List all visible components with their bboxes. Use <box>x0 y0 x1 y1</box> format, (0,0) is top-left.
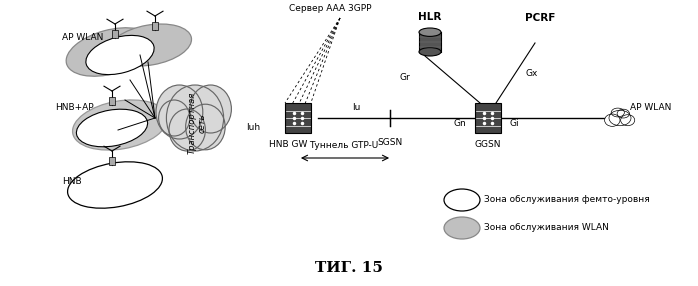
Ellipse shape <box>444 189 480 211</box>
Text: ΤИГ. 15: ΤИГ. 15 <box>315 261 383 275</box>
Text: Iuh: Iuh <box>246 124 260 132</box>
Ellipse shape <box>190 85 232 133</box>
Ellipse shape <box>68 162 163 208</box>
FancyBboxPatch shape <box>285 103 311 133</box>
Text: Gi: Gi <box>510 118 519 128</box>
Text: PCRF: PCRF <box>525 13 555 23</box>
FancyBboxPatch shape <box>109 97 115 105</box>
Ellipse shape <box>186 104 225 150</box>
Ellipse shape <box>604 114 620 126</box>
FancyBboxPatch shape <box>152 22 158 30</box>
FancyBboxPatch shape <box>475 103 501 133</box>
FancyBboxPatch shape <box>419 32 441 52</box>
Text: Транспортная
сеть: Транспортная сеть <box>187 92 207 154</box>
Text: AP WLAN: AP WLAN <box>630 104 671 112</box>
Ellipse shape <box>86 35 154 75</box>
Ellipse shape <box>156 85 203 139</box>
Ellipse shape <box>158 100 190 136</box>
Text: SGSN: SGSN <box>378 138 403 147</box>
Text: HNB+AP: HNB+AP <box>55 104 94 112</box>
Text: Зона обслуживания WLAN: Зона обслуживания WLAN <box>484 223 609 233</box>
Text: HNB GW: HNB GW <box>269 140 307 149</box>
Text: Gr: Gr <box>399 72 410 82</box>
FancyBboxPatch shape <box>112 30 118 38</box>
Ellipse shape <box>621 115 634 126</box>
Text: Зона обслуживания фемто-уровня: Зона обслуживания фемто-уровня <box>484 196 650 204</box>
Text: Сервер AAA 3GPP: Сервер AAA 3GPP <box>289 4 371 13</box>
Ellipse shape <box>169 109 205 151</box>
Ellipse shape <box>609 110 631 126</box>
FancyBboxPatch shape <box>109 157 115 165</box>
Ellipse shape <box>444 217 480 239</box>
Ellipse shape <box>76 109 147 147</box>
Text: Iu: Iu <box>352 104 360 112</box>
Ellipse shape <box>66 28 154 76</box>
Text: HNB: HNB <box>62 178 82 186</box>
Text: Gn: Gn <box>453 118 466 128</box>
Text: HLR: HLR <box>418 12 442 22</box>
Text: Gx: Gx <box>525 69 537 78</box>
Ellipse shape <box>108 24 191 66</box>
Ellipse shape <box>617 109 630 118</box>
Text: GGSN: GGSN <box>475 140 501 149</box>
Text: AP WLAN: AP WLAN <box>62 33 103 43</box>
Ellipse shape <box>611 108 625 117</box>
Text: Туннель GTP-U: Туннель GTP-U <box>309 141 378 150</box>
Ellipse shape <box>73 100 168 150</box>
Ellipse shape <box>419 28 441 36</box>
Ellipse shape <box>419 47 441 56</box>
Ellipse shape <box>166 85 223 151</box>
